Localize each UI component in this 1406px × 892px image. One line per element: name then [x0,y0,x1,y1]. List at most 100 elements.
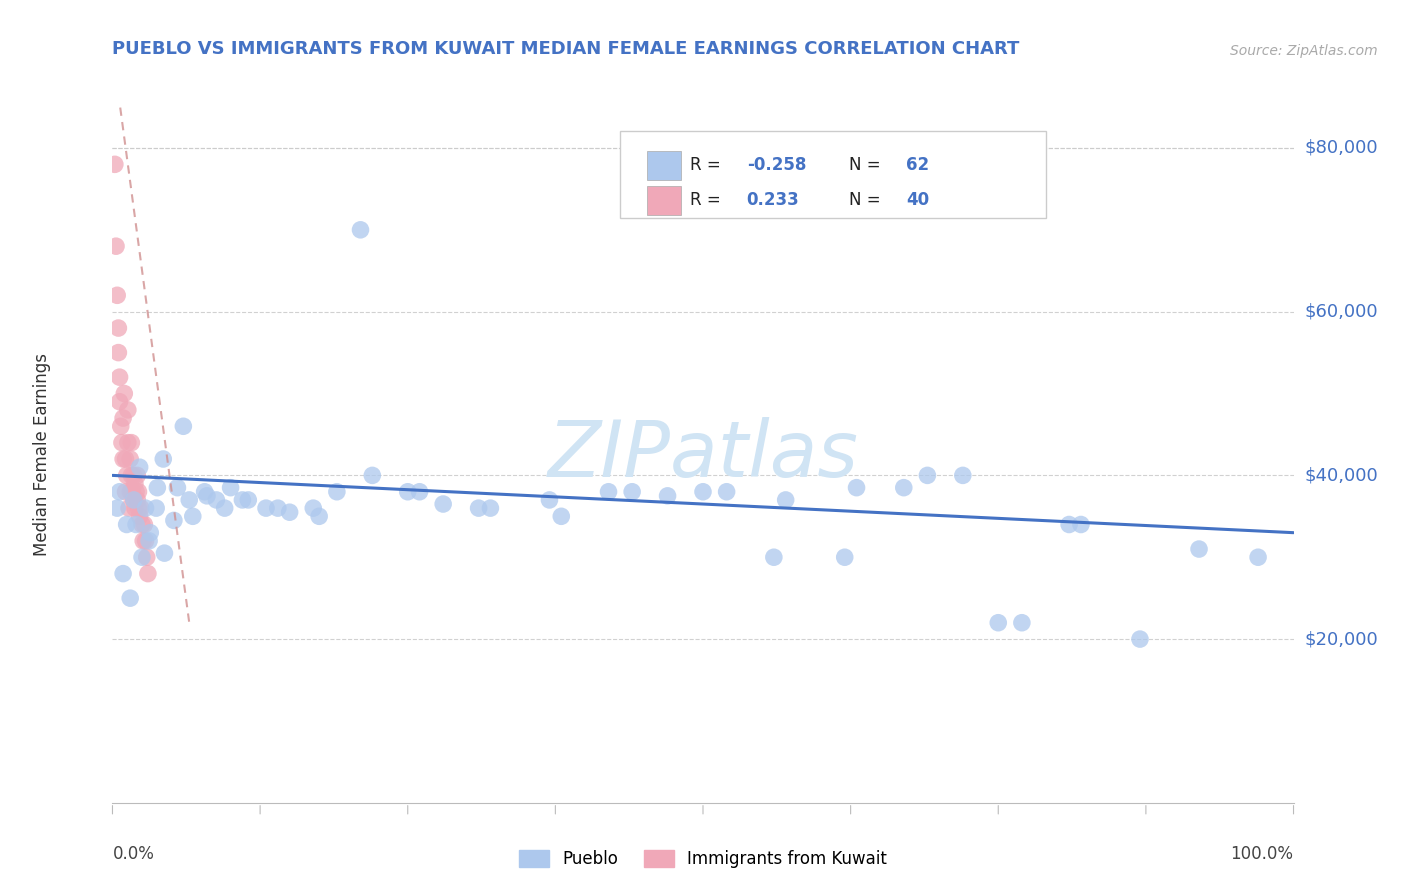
Text: 62: 62 [905,156,929,174]
Point [238,492,260,507]
Text: $60,000: $60,000 [1305,302,1378,321]
Point [117,403,139,417]
Point [219,481,242,495]
Point [112,411,135,425]
Point [107,321,129,335]
Point [118,501,141,516]
Point [302,501,325,516]
Point [179,492,201,507]
FancyBboxPatch shape [648,186,681,215]
FancyBboxPatch shape [648,151,681,180]
Point [775,492,797,507]
Text: ZIPatlas: ZIPatlas [547,417,859,493]
Point [214,501,236,516]
Point [1188,542,1211,557]
Point [115,468,138,483]
Text: PUEBLO VS IMMIGRANTS FROM KUWAIT MEDIAN FEMALE EARNINGS CORRELATION CHART: PUEBLO VS IMMIGRANTS FROM KUWAIT MEDIAN … [112,40,1019,58]
Point [308,509,330,524]
Point [152,452,174,467]
Point [114,452,136,467]
Point [408,484,430,499]
Point [135,501,157,516]
Text: $80,000: $80,000 [1305,139,1378,157]
Point [127,484,149,499]
Point [917,468,939,483]
Text: 40: 40 [905,192,929,210]
Point [111,435,134,450]
Point [1011,615,1033,630]
Point [129,501,152,516]
Point [105,288,128,302]
Point [127,492,149,507]
Point [349,223,371,237]
Point [172,419,194,434]
Point [117,435,139,450]
Point [467,501,489,516]
Point [107,345,129,359]
Point [125,517,148,532]
Point [124,501,146,516]
Point [1129,632,1152,646]
Point [132,533,155,548]
Point [115,517,138,532]
Point [135,533,157,548]
Point [163,513,186,527]
Point [987,615,1010,630]
Point [621,484,644,499]
Point [108,370,131,384]
Point [893,481,915,495]
Point [834,550,856,565]
Point [762,550,785,565]
Point [105,239,128,253]
Point [120,484,142,499]
Point [326,484,349,499]
Point [131,517,153,532]
Point [952,468,974,483]
Point [432,497,454,511]
Point [134,517,156,532]
Point [112,386,135,401]
Point [120,591,142,606]
Point [538,492,561,507]
Point [550,509,572,524]
Text: $40,000: $40,000 [1305,467,1378,484]
Point [131,550,153,565]
Point [136,566,159,581]
Point [166,481,188,495]
Text: -0.258: -0.258 [747,156,806,174]
Point [205,492,228,507]
Text: Median Female Earnings: Median Female Earnings [32,353,51,557]
Point [104,157,127,171]
Text: 0.0%: 0.0% [112,845,155,863]
Text: N =: N = [849,192,886,210]
Text: $20,000: $20,000 [1305,630,1378,648]
Point [278,505,301,519]
Point [120,468,142,483]
Point [112,452,135,467]
Text: 0.233: 0.233 [747,192,800,210]
Point [598,484,620,499]
Point [122,492,145,507]
Point [1070,517,1092,532]
Legend: Pueblo, Immigrants from Kuwait: Pueblo, Immigrants from Kuwait [513,843,893,875]
Point [124,476,146,491]
Point [105,501,128,516]
Point [114,484,136,499]
Point [120,452,142,467]
Point [267,501,290,516]
Point [120,435,142,450]
Text: 100.0%: 100.0% [1230,845,1294,863]
Point [128,509,150,524]
Point [127,468,149,483]
Point [128,460,150,475]
Point [139,525,162,540]
Point [110,419,132,434]
Point [361,468,384,483]
Point [396,484,419,499]
Point [1057,517,1080,532]
Point [127,501,149,516]
Point [181,509,204,524]
Text: R =: R = [690,156,725,174]
Point [657,489,679,503]
Point [145,501,167,516]
